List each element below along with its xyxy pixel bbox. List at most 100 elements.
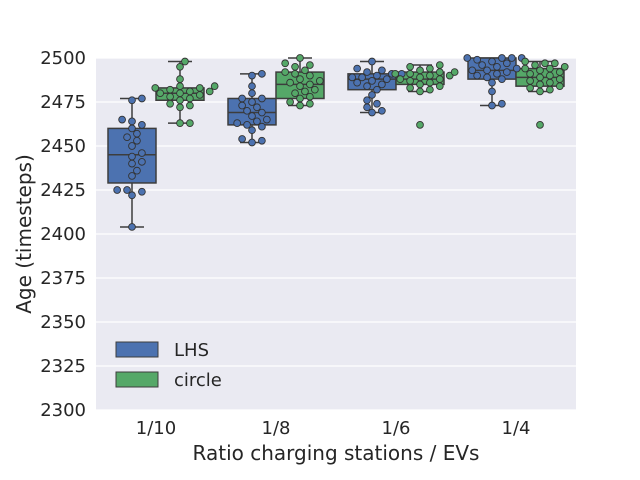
data-point [416, 73, 424, 82]
data-point [358, 73, 366, 82]
data-point [373, 71, 381, 80]
data-point [186, 87, 194, 96]
data-point [521, 64, 530, 73]
data-point [166, 85, 174, 94]
data-point [353, 78, 362, 87]
y-tick-label: 2375 [40, 268, 86, 289]
swarm-circle-2 [391, 61, 459, 129]
data-point [128, 117, 136, 126]
data-point [138, 187, 146, 196]
data-point [133, 129, 141, 138]
data-point [248, 89, 256, 98]
data-point [186, 94, 194, 103]
data-point [296, 101, 304, 110]
data-point [526, 84, 534, 92]
data-point [301, 66, 309, 75]
data-point [306, 61, 314, 69]
data-point [128, 124, 136, 133]
data-point [281, 59, 290, 68]
data-point [493, 69, 501, 78]
data-point [296, 94, 304, 103]
data-point [555, 68, 564, 76]
data-point [555, 82, 564, 91]
y-tick-label: 2500 [40, 48, 86, 69]
y-tick-label: 2425 [40, 180, 86, 201]
data-point [435, 75, 444, 83]
data-point [248, 126, 256, 135]
y-axis-label: Age (timesteps) [12, 154, 36, 314]
data-point [138, 157, 146, 166]
data-point [488, 101, 496, 110]
y-tick-label: 2325 [40, 356, 86, 377]
data-point [195, 91, 204, 99]
data-point [233, 119, 242, 127]
data-point [315, 77, 324, 85]
data-point [363, 68, 371, 76]
data-point [186, 101, 194, 110]
data-point [498, 75, 506, 83]
data-point [363, 96, 371, 105]
data-point [311, 85, 319, 94]
data-point [291, 89, 299, 98]
data-point [426, 85, 434, 94]
data-point [521, 57, 530, 66]
data-point [166, 99, 174, 108]
data-point [286, 78, 294, 87]
data-point [128, 172, 136, 180]
data-point [138, 94, 146, 103]
data-point [483, 73, 491, 82]
data-point [463, 54, 472, 62]
data-point [526, 69, 534, 78]
data-point [416, 121, 424, 129]
data-point [536, 73, 544, 82]
data-point [248, 112, 256, 120]
data-point [258, 136, 266, 145]
data-point [176, 89, 184, 98]
data-point [281, 68, 290, 76]
data-point [238, 101, 246, 110]
data-point [195, 84, 204, 92]
data-point [348, 73, 357, 82]
data-point [181, 57, 189, 66]
data-point [406, 69, 414, 78]
data-point [306, 80, 314, 89]
data-point [546, 71, 554, 80]
x-axis-label: Ratio charging stations / EVs [193, 441, 480, 465]
data-point [128, 191, 136, 200]
data-point [383, 75, 391, 83]
data-point [243, 106, 251, 115]
data-point [512, 64, 521, 73]
data-point [368, 57, 376, 66]
data-point [296, 82, 304, 91]
data-point [253, 103, 261, 112]
data-point [301, 87, 309, 96]
data-point [416, 80, 424, 89]
data-point [435, 82, 444, 91]
data-point [186, 119, 194, 127]
data-point [560, 62, 569, 71]
data-point [258, 69, 266, 78]
data-point [546, 64, 554, 73]
data-point [176, 103, 184, 112]
data-point [353, 64, 362, 73]
data-point [503, 68, 511, 76]
legend: LHS circle [115, 340, 222, 391]
data-point [541, 59, 549, 68]
data-point [363, 82, 371, 91]
data-point [507, 54, 516, 62]
data-point [248, 98, 256, 106]
data-point [378, 66, 386, 75]
data-point [526, 77, 534, 85]
data-point [128, 142, 136, 150]
data-point [416, 66, 424, 75]
data-point [373, 99, 381, 108]
data-point [391, 69, 400, 78]
data-point [531, 61, 539, 69]
data-point [363, 103, 371, 112]
data-point [498, 99, 506, 108]
legend-swatch-lhs [115, 341, 159, 358]
y-tick-label: 2475 [40, 92, 86, 113]
data-point [368, 91, 376, 99]
data-point [176, 62, 184, 71]
data-point [296, 75, 304, 83]
